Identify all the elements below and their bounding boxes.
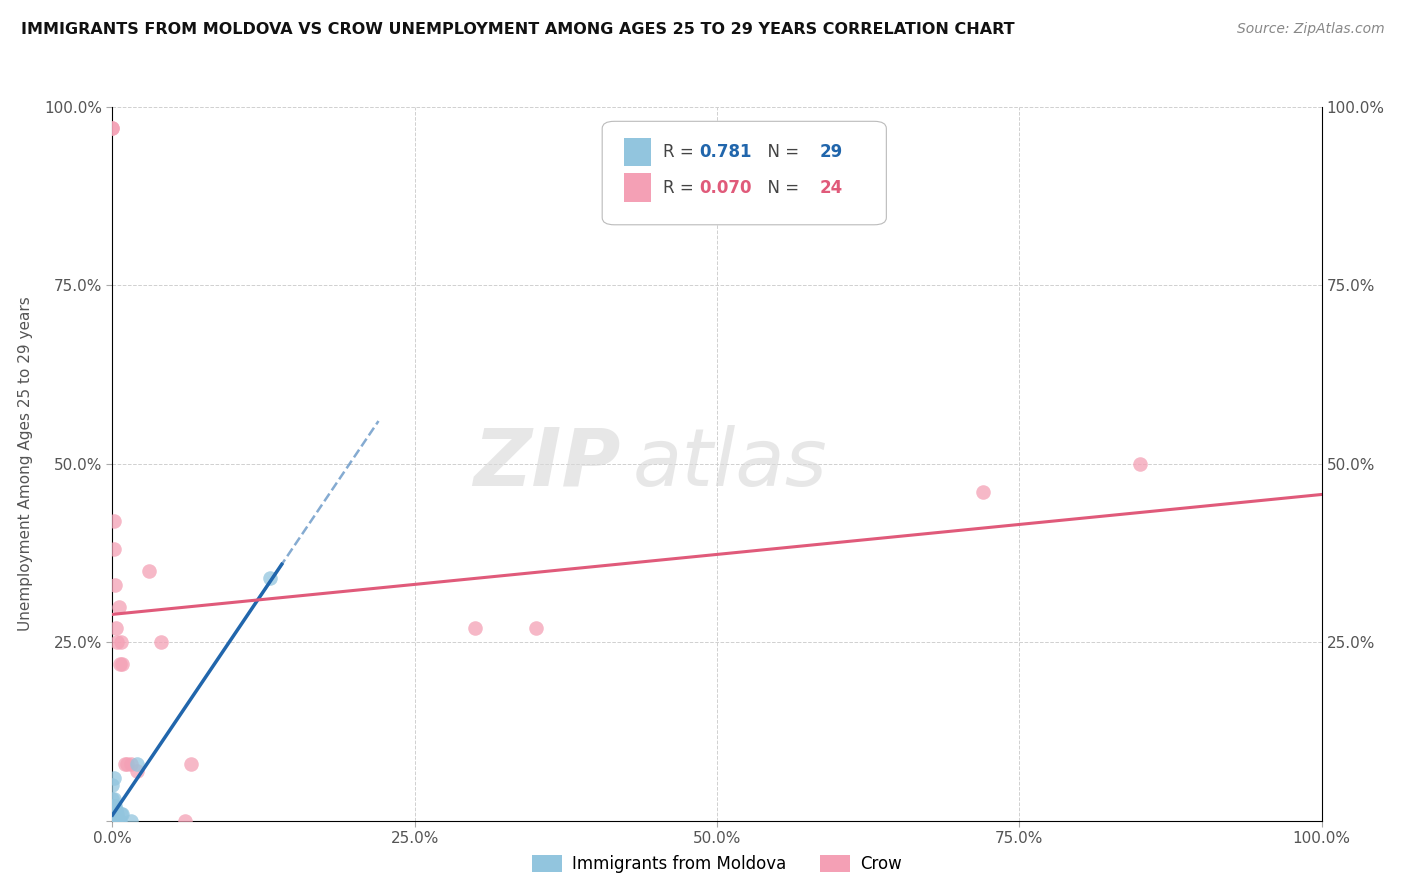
FancyBboxPatch shape: [624, 137, 651, 166]
Point: [180, 756, 202, 771]
Point: [114, 756, 136, 771]
Point: [101, 121, 124, 136]
Point: [103, 792, 125, 806]
Point: [104, 806, 127, 821]
FancyBboxPatch shape: [624, 173, 651, 202]
Point: [972, 485, 994, 500]
Point: [110, 806, 132, 821]
Point: [125, 764, 148, 778]
Point: [101, 778, 124, 792]
Text: Source: ZipAtlas.com: Source: ZipAtlas.com: [1237, 22, 1385, 37]
Point: [120, 756, 142, 771]
Point: [108, 814, 131, 828]
Point: [125, 756, 148, 771]
Point: [105, 635, 128, 649]
Point: [101, 806, 124, 821]
Point: [120, 814, 142, 828]
Point: [105, 621, 128, 635]
Point: [104, 578, 127, 592]
Point: [110, 635, 132, 649]
Point: [101, 810, 124, 824]
Point: [524, 621, 547, 635]
Point: [101, 814, 124, 828]
Point: [111, 657, 134, 671]
Point: [101, 121, 124, 136]
Point: [103, 814, 125, 828]
Point: [149, 635, 172, 649]
Point: [103, 799, 125, 814]
Point: [138, 564, 160, 578]
Point: [103, 542, 125, 557]
Point: [107, 814, 129, 828]
Point: [101, 814, 124, 828]
Text: R =: R =: [662, 178, 699, 196]
Text: R =: R =: [662, 143, 699, 161]
Text: 29: 29: [820, 143, 844, 161]
Point: [103, 810, 125, 824]
Text: 0.070: 0.070: [699, 178, 751, 196]
Point: [174, 814, 197, 828]
Point: [105, 806, 128, 821]
Point: [103, 803, 125, 817]
Text: 0.781: 0.781: [699, 143, 751, 161]
Point: [103, 771, 125, 785]
Text: ZIP: ZIP: [472, 425, 620, 503]
Text: atlas: atlas: [633, 425, 827, 503]
Legend: Immigrants from Moldova, Crow: Immigrants from Moldova, Crow: [526, 848, 908, 880]
Point: [108, 657, 131, 671]
Point: [104, 814, 127, 828]
Y-axis label: Unemployment Among Ages 25 to 29 years: Unemployment Among Ages 25 to 29 years: [18, 296, 32, 632]
Point: [101, 799, 124, 814]
Point: [104, 799, 127, 814]
Point: [111, 806, 134, 821]
Point: [115, 756, 138, 771]
Point: [101, 803, 124, 817]
Text: N =: N =: [756, 143, 804, 161]
Point: [103, 514, 125, 528]
Text: IMMIGRANTS FROM MOLDOVA VS CROW UNEMPLOYMENT AMONG AGES 25 TO 29 YEARS CORRELATI: IMMIGRANTS FROM MOLDOVA VS CROW UNEMPLOY…: [21, 22, 1015, 37]
Point: [105, 803, 128, 817]
Point: [101, 792, 124, 806]
Point: [259, 571, 281, 585]
Point: [464, 621, 486, 635]
Point: [107, 599, 129, 614]
Point: [101, 814, 124, 828]
FancyBboxPatch shape: [602, 121, 886, 225]
Point: [105, 814, 128, 828]
Text: 24: 24: [820, 178, 844, 196]
Point: [103, 806, 125, 821]
Text: N =: N =: [756, 178, 804, 196]
Point: [1129, 457, 1152, 471]
